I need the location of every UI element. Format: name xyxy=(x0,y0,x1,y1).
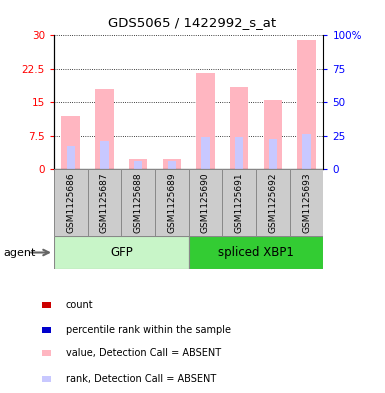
Text: agent: agent xyxy=(4,248,36,257)
Bar xyxy=(201,137,210,169)
Bar xyxy=(129,159,147,169)
Bar xyxy=(290,169,323,236)
Bar xyxy=(302,134,311,169)
Text: GSM1125693: GSM1125693 xyxy=(302,172,311,233)
Bar xyxy=(264,100,282,169)
Bar xyxy=(42,327,51,333)
Bar xyxy=(42,350,51,356)
Bar xyxy=(189,236,323,269)
Bar xyxy=(54,169,88,236)
Bar xyxy=(62,116,80,169)
Text: GDS5065 / 1422992_s_at: GDS5065 / 1422992_s_at xyxy=(109,16,276,29)
Text: GSM1125686: GSM1125686 xyxy=(66,172,75,233)
Bar xyxy=(256,169,290,236)
Bar xyxy=(100,141,109,169)
Bar xyxy=(235,137,243,169)
Bar xyxy=(162,159,181,169)
Text: GSM1125692: GSM1125692 xyxy=(268,172,277,233)
Bar xyxy=(155,169,189,236)
Bar xyxy=(42,302,51,309)
Text: spliced XBP1: spliced XBP1 xyxy=(218,246,294,259)
Text: GSM1125690: GSM1125690 xyxy=(201,172,210,233)
Text: GSM1125687: GSM1125687 xyxy=(100,172,109,233)
Text: value, Detection Call = ABSENT: value, Detection Call = ABSENT xyxy=(65,348,221,358)
Text: GSM1125691: GSM1125691 xyxy=(235,172,244,233)
Bar xyxy=(54,236,189,269)
Bar xyxy=(121,169,155,236)
Bar xyxy=(167,161,176,169)
Bar xyxy=(42,376,51,382)
Bar xyxy=(196,73,215,169)
Text: GFP: GFP xyxy=(110,246,133,259)
Bar xyxy=(269,139,277,169)
Text: percentile rank within the sample: percentile rank within the sample xyxy=(65,325,231,335)
Text: rank, Detection Call = ABSENT: rank, Detection Call = ABSENT xyxy=(65,374,216,384)
Bar xyxy=(95,89,114,169)
Bar xyxy=(189,169,223,236)
Text: GSM1125688: GSM1125688 xyxy=(134,172,142,233)
Text: GSM1125689: GSM1125689 xyxy=(167,172,176,233)
Bar xyxy=(134,161,142,169)
Bar xyxy=(297,40,316,169)
Bar xyxy=(88,169,121,236)
Bar xyxy=(230,86,248,169)
Bar xyxy=(223,169,256,236)
Text: count: count xyxy=(65,300,93,310)
Bar xyxy=(67,145,75,169)
